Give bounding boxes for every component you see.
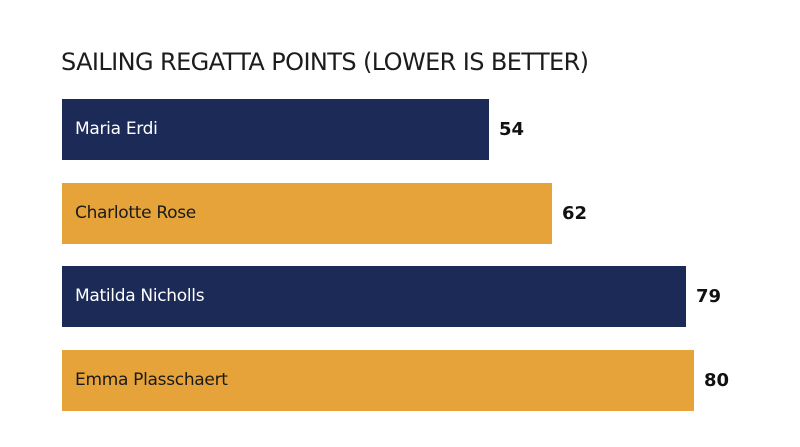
value-label-charlotte-rose: 62 — [562, 203, 588, 224]
value-label-emma-plasschaert: 80 — [704, 370, 730, 391]
bar-charlotte-rose: Charlotte Rose — [62, 183, 552, 244]
bar-emma-plasschaert: Emma Plasschaert — [62, 350, 694, 411]
chart-title: SAILING REGATTA POINTS (LOWER IS BETTER) — [61, 48, 589, 76]
bar-label-emma-plasschaert: Emma Plasschaert — [75, 370, 228, 390]
value-label-maria-erdi: 54 — [499, 119, 525, 140]
bar-label-charlotte-rose: Charlotte Rose — [75, 203, 196, 223]
bar-label-matilda-nicholls: Matilda Nicholls — [75, 286, 205, 306]
bar-maria-erdi: Maria Erdi — [62, 99, 489, 160]
bar-label-maria-erdi: Maria Erdi — [75, 119, 158, 139]
bar-matilda-nicholls: Matilda Nicholls — [62, 266, 686, 327]
value-label-matilda-nicholls: 79 — [696, 286, 722, 307]
